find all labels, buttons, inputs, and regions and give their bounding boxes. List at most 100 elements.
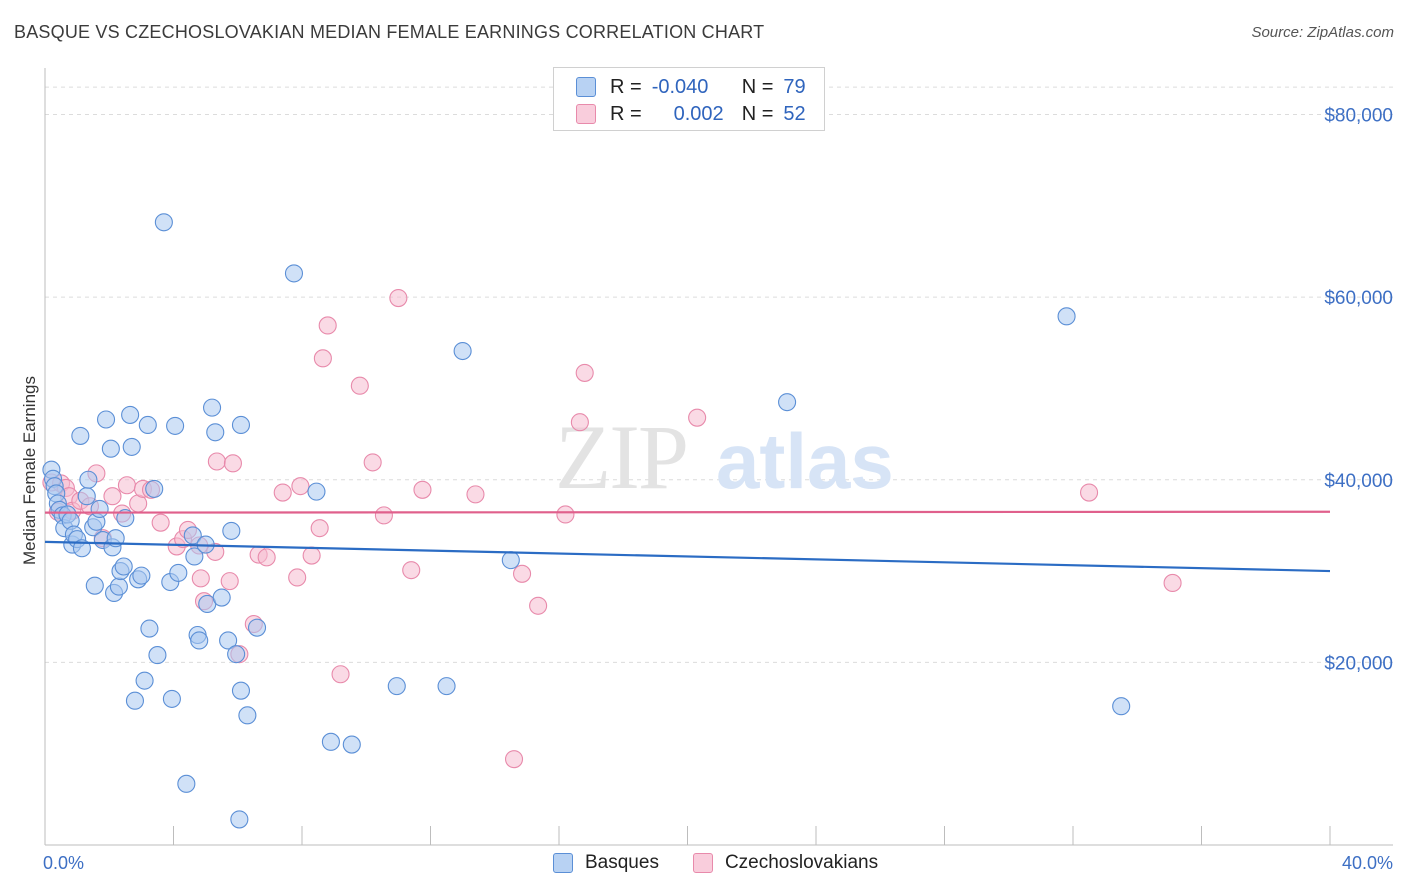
basque-point: [231, 415, 251, 435]
n-label: N =: [741, 102, 774, 125]
x-tick-label: 0.0%: [43, 853, 84, 873]
basque-point: [125, 691, 144, 710]
czech-point: [570, 413, 589, 432]
czech-point: [273, 483, 292, 502]
correlation-legend: R = -0.040 N = 79 R = 0.002 N = 52: [553, 67, 825, 131]
x-tick-labels: 0.0% 40.0%: [43, 853, 1393, 873]
basque-point: [90, 499, 109, 519]
czech-point: [556, 505, 575, 524]
basque-point: [212, 588, 231, 607]
basque-point: [79, 470, 98, 489]
x-tick-label: 40.0%: [1342, 853, 1393, 873]
legend-item-czech: Czechoslovakians: [692, 852, 879, 874]
czech-point: [363, 453, 382, 472]
basque-point: [1112, 697, 1131, 716]
basque-point: [109, 577, 128, 596]
basque-point: [230, 810, 249, 829]
basque-point: [166, 416, 185, 435]
basque-point: [169, 563, 188, 582]
czech-swatch: [576, 104, 596, 124]
czech-label: Czechoslovakians: [724, 852, 879, 873]
czech-point: [191, 569, 210, 588]
czech-point: [1163, 573, 1182, 592]
czech-point: [103, 487, 122, 506]
legend-row-basques: R = -0.040 N = 79: [576, 74, 806, 100]
czech-point: [207, 452, 226, 471]
basque-point: [342, 735, 361, 754]
czech-point: [313, 349, 332, 368]
basque-point: [71, 426, 90, 445]
czech-point: [117, 476, 136, 495]
y-tick-labels: $20,000 $40,000 $60,000 $80,000: [1324, 106, 1393, 675]
basque-point: [190, 631, 209, 650]
basque-point: [96, 410, 116, 429]
basque-point: [321, 732, 340, 751]
basque-point: [185, 547, 204, 566]
czech-point: [402, 561, 421, 580]
basque-point: [114, 557, 133, 576]
basque-point: [231, 681, 251, 700]
czech-point: [575, 363, 594, 382]
basque-point: [219, 631, 238, 650]
basque-point: [778, 393, 797, 412]
n-label: N =: [741, 75, 774, 98]
legend-item-basques: Basques: [553, 852, 659, 874]
basque-point: [437, 677, 456, 696]
basque-point: [121, 405, 140, 424]
watermark-atlas: atlas: [716, 417, 894, 505]
basque-trend-line: [44, 540, 1331, 573]
basque-point: [453, 341, 472, 361]
n-value: 79: [783, 75, 806, 98]
czech-swatch: [692, 853, 713, 873]
n-value: 52: [783, 102, 806, 125]
y-axis-label: Median Female Earnings: [20, 376, 39, 565]
basque-point: [72, 539, 91, 558]
czech-point: [220, 572, 239, 591]
y-tick-label: $60,000: [1324, 288, 1393, 309]
basque-point: [135, 671, 154, 690]
legend-row-czech: R = 0.002 N = 52: [576, 101, 806, 127]
basque-point: [203, 398, 222, 417]
basque-point: [238, 706, 257, 725]
basque-point: [116, 509, 135, 528]
basque-point: [138, 415, 157, 435]
czech-point: [151, 513, 170, 532]
basques-swatch: [576, 77, 596, 97]
r-value: -0.040: [651, 75, 709, 98]
basque-point: [101, 439, 120, 458]
czech-point: [504, 750, 524, 769]
czech-point: [318, 316, 337, 335]
basque-point: [77, 487, 96, 506]
basques-swatch: [553, 853, 573, 873]
czech-point: [413, 480, 432, 499]
czech-point: [374, 506, 393, 525]
r-label: R =: [610, 102, 642, 125]
series-legend: Basques Czechoslovakians: [553, 852, 912, 874]
czech-point: [302, 546, 321, 565]
basque-point: [177, 774, 196, 793]
basque-point: [501, 551, 520, 570]
source-label: Source: ZipAtlas.com: [1251, 24, 1394, 41]
czech-point: [389, 289, 408, 308]
czech-point: [350, 376, 369, 395]
y-tick-label: $20,000: [1324, 653, 1393, 674]
czech-point: [688, 408, 707, 427]
czech-point: [513, 564, 532, 583]
basques-label: Basques: [585, 852, 659, 873]
basque-point: [140, 619, 159, 638]
basque-point: [122, 437, 141, 456]
trend-lines: [44, 510, 1331, 573]
basque-point: [154, 213, 173, 232]
czech-point: [331, 665, 350, 684]
czech-point: [291, 477, 310, 496]
y-tick-label: $80,000: [1324, 106, 1393, 127]
basque-point: [247, 618, 267, 637]
basque-point: [148, 646, 167, 665]
basque-points: [42, 213, 1131, 829]
basque-point: [183, 526, 202, 545]
grid: [45, 86, 1393, 663]
czech-point: [466, 485, 485, 504]
basque-point: [284, 264, 304, 283]
czech-point: [257, 548, 276, 567]
